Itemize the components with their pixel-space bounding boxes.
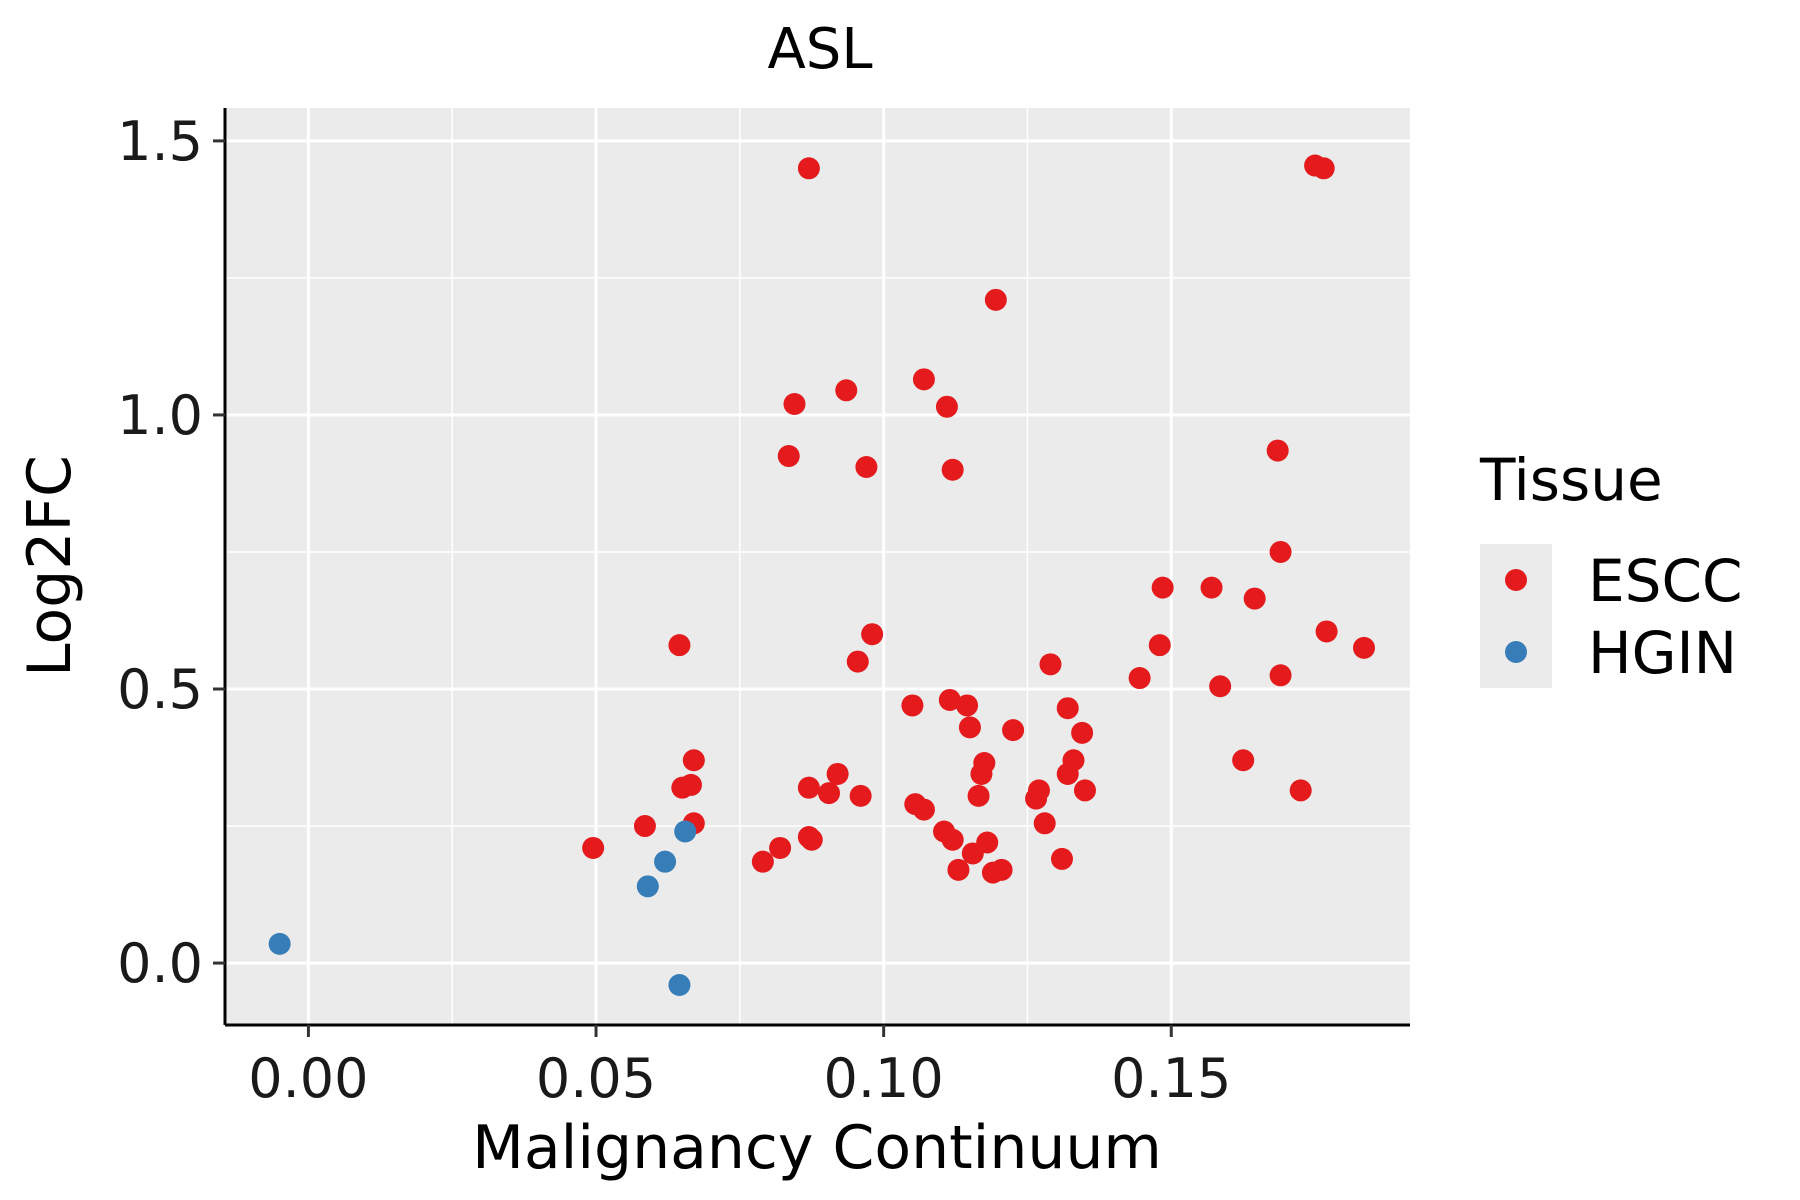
x-tick-label: 0.10 — [824, 1047, 944, 1110]
point-escc — [1073, 779, 1096, 802]
point-hgin — [654, 850, 677, 873]
point-escc — [984, 288, 1007, 311]
point-escc — [783, 392, 806, 415]
x-tick-label: 0.05 — [536, 1047, 656, 1110]
point-escc — [679, 773, 702, 796]
point-escc — [633, 815, 656, 838]
y-axis-ticks: 0.0 0.5 1.0 1.5 — [117, 110, 225, 995]
point-escc — [1243, 587, 1266, 610]
legend-key-background — [1480, 544, 1552, 688]
point-escc — [1039, 653, 1062, 676]
point-escc — [797, 776, 820, 799]
legend-marker-escc — [1505, 569, 1527, 591]
point-escc — [958, 716, 981, 739]
point-escc — [751, 850, 774, 873]
point-escc — [912, 798, 935, 821]
point-escc — [941, 458, 964, 481]
point-escc — [797, 157, 820, 180]
point-escc — [1352, 636, 1375, 659]
point-escc — [901, 694, 924, 717]
point-escc — [1151, 576, 1174, 599]
point-escc — [800, 828, 823, 851]
point-escc — [956, 694, 979, 717]
point-escc — [976, 831, 999, 854]
point-escc — [1002, 719, 1025, 742]
point-escc — [777, 445, 800, 468]
point-escc — [668, 634, 691, 657]
x-tick-label: 0.00 — [248, 1047, 368, 1110]
point-escc — [1269, 664, 1292, 687]
point-escc — [682, 749, 705, 772]
point-escc — [1050, 847, 1073, 870]
chart-title: ASL — [767, 17, 872, 82]
point-escc — [826, 762, 849, 785]
point-hgin — [668, 973, 691, 996]
point-escc — [1312, 157, 1335, 180]
x-axis-ticks: 0.00 0.05 0.10 0.15 — [248, 1025, 1231, 1110]
point-escc — [1209, 675, 1232, 698]
point-escc — [835, 379, 858, 402]
point-escc — [846, 650, 869, 673]
data-points — [268, 154, 1375, 996]
point-escc — [990, 858, 1013, 881]
point-escc — [1289, 779, 1312, 802]
legend: Tissue ESCC HGIN — [1479, 446, 1742, 688]
y-tick-label: 0.0 — [117, 932, 203, 995]
point-escc — [769, 836, 792, 859]
plot-panel — [225, 108, 1410, 1025]
point-escc — [849, 784, 872, 807]
point-escc — [973, 752, 996, 774]
point-escc — [938, 688, 961, 711]
legend-marker-hgin — [1505, 641, 1527, 663]
point-escc — [935, 395, 958, 418]
point-escc — [855, 456, 878, 479]
y-axis-title: Log2FC — [15, 455, 85, 677]
point-escc — [1200, 576, 1223, 599]
point-escc — [1062, 749, 1085, 772]
point-escc — [582, 836, 605, 859]
legend-label-hgin: HGIN — [1588, 619, 1737, 687]
point-escc — [1056, 697, 1079, 720]
point-escc — [1027, 779, 1050, 802]
point-escc — [1266, 439, 1289, 462]
point-escc — [967, 784, 990, 807]
legend-title: Tissue — [1479, 446, 1663, 514]
point-hgin — [268, 932, 291, 955]
point-hgin — [674, 820, 697, 843]
x-tick-label: 0.15 — [1111, 1047, 1231, 1110]
point-escc — [1269, 540, 1292, 563]
point-escc — [947, 858, 970, 881]
point-escc — [1148, 634, 1171, 657]
y-tick-label: 1.0 — [117, 384, 203, 447]
point-escc — [1033, 812, 1056, 835]
legend-label-escc: ESCC — [1588, 547, 1742, 615]
x-axis-title: Malignancy Continuum — [472, 1113, 1162, 1183]
point-escc — [861, 623, 884, 646]
y-tick-label: 1.5 — [117, 110, 203, 173]
point-escc — [912, 368, 935, 391]
point-escc — [1071, 721, 1094, 744]
point-hgin — [636, 875, 659, 898]
point-escc — [1128, 667, 1151, 690]
point-escc — [818, 782, 841, 805]
point-escc — [941, 828, 964, 851]
point-escc — [1315, 620, 1338, 643]
y-tick-label: 0.5 — [117, 658, 203, 721]
point-escc — [1232, 749, 1255, 772]
